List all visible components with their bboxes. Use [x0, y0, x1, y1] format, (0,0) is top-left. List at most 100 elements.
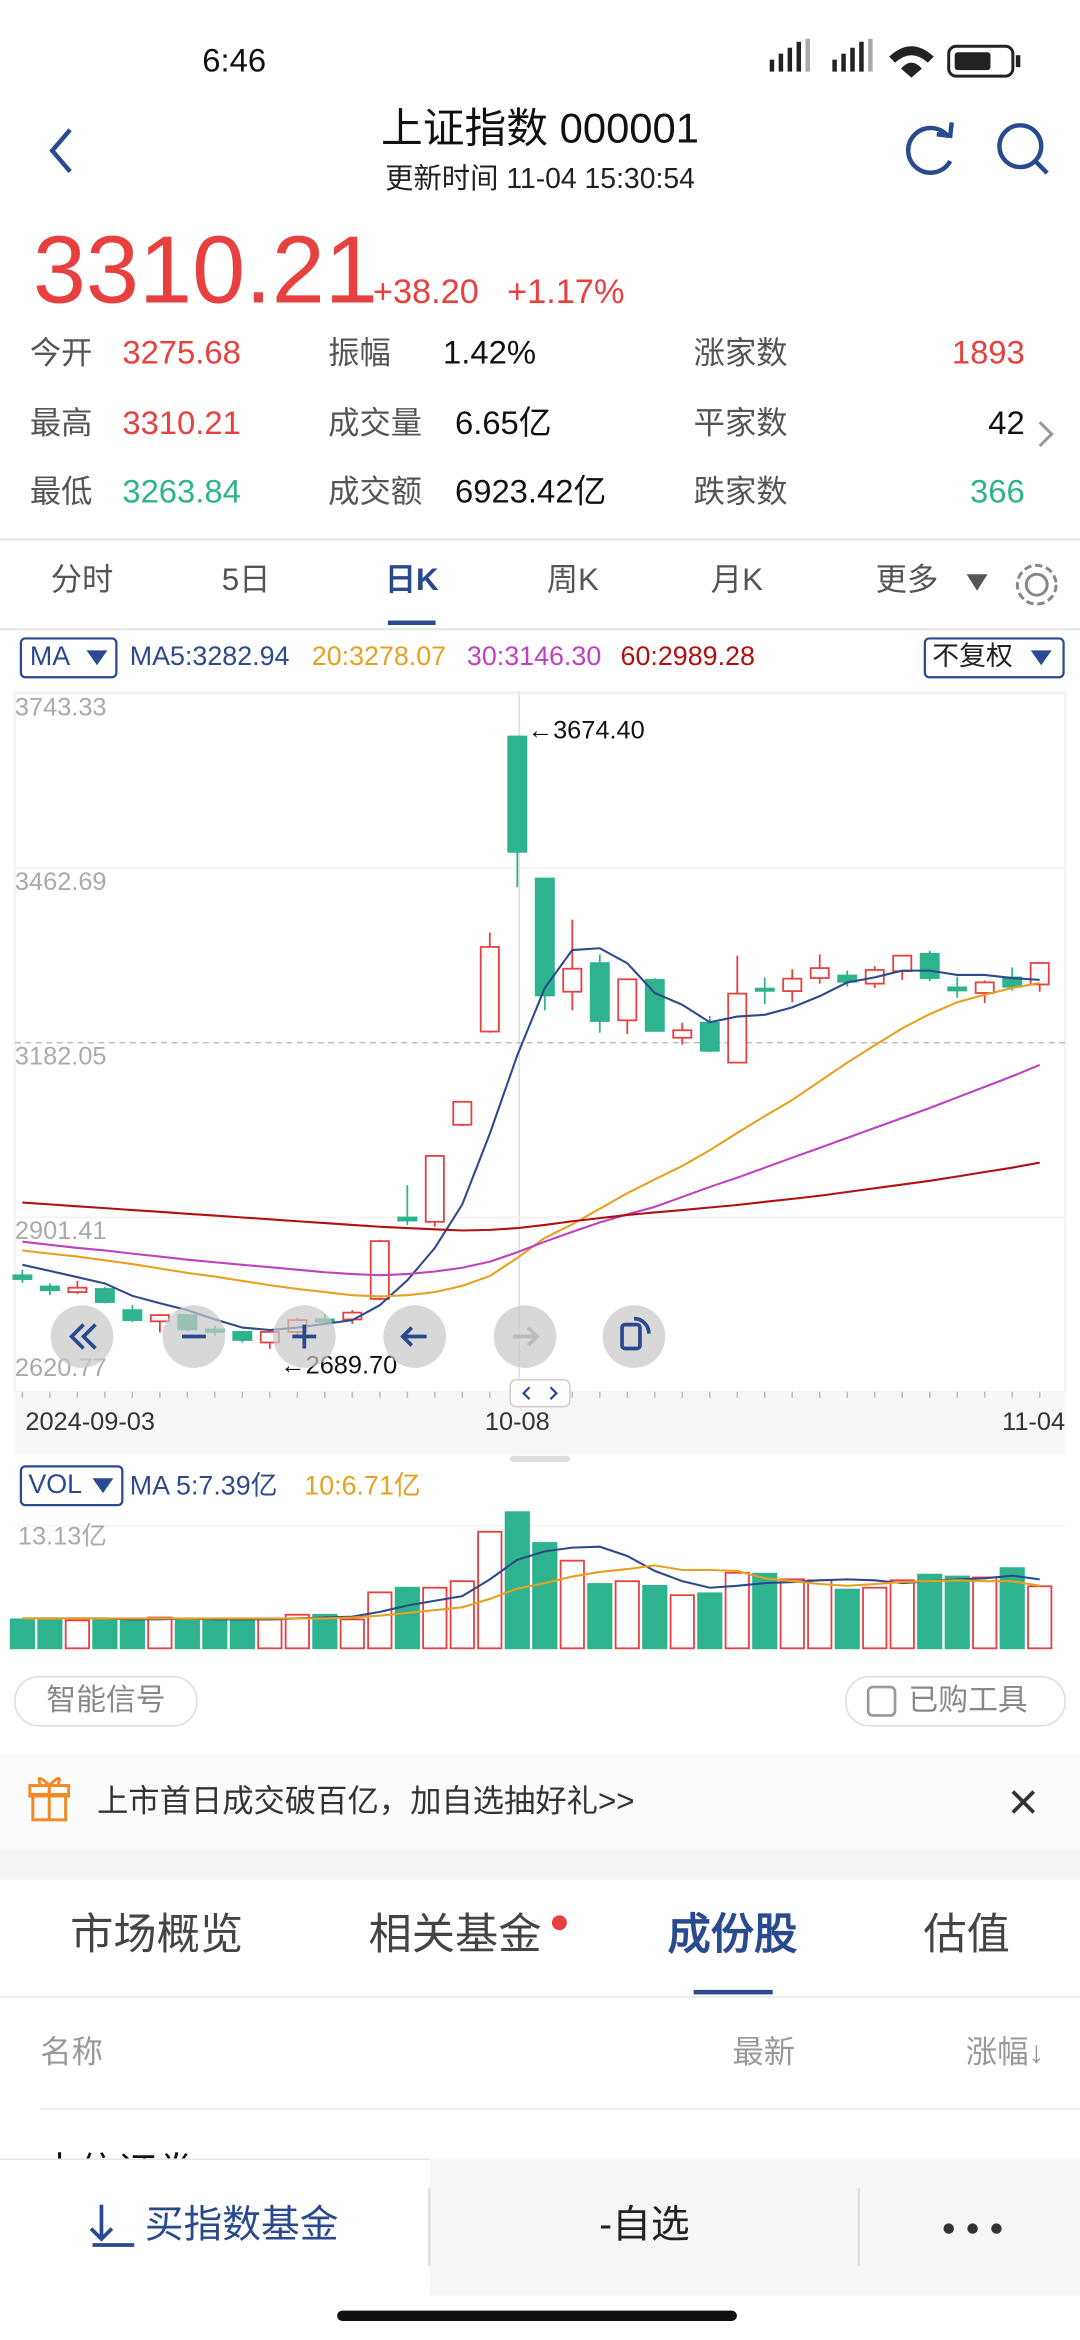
- badge-dot: [551, 1915, 567, 1931]
- volume-bar: [532, 1542, 558, 1650]
- volume-bar: [477, 1530, 503, 1650]
- buy-icon: [89, 2204, 135, 2247]
- refresh-button[interactable]: [906, 122, 954, 175]
- divider: [0, 627, 1080, 631]
- ma-line: [22, 1161, 1040, 1232]
- bottom-bar-right: [429, 2158, 1080, 2296]
- section-tab[interactable]: 估值: [923, 1911, 1010, 1959]
- stat-value: 3275.68: [122, 334, 241, 371]
- candle-body: [397, 1216, 418, 1222]
- section-underline: [693, 1989, 773, 1995]
- candle-body: [589, 962, 610, 1022]
- candle-body: [94, 1288, 115, 1303]
- section-tab[interactable]: 市场概览: [70, 1911, 243, 1959]
- signal-pill[interactable]: [14, 1675, 198, 1727]
- candle-body: [534, 877, 555, 997]
- candle-body: [149, 1314, 170, 1323]
- buy-button[interactable]: 买指数基金: [145, 2203, 339, 2246]
- volume-bar: [587, 1583, 613, 1650]
- vol-legend-item: MA 5:7.39亿: [130, 1470, 278, 1500]
- period-tab[interactable]: 更多: [876, 562, 939, 597]
- x-tick-label: 2024-09-03: [25, 1408, 155, 1436]
- home-indicator: [337, 2310, 737, 2322]
- volume-bar: [999, 1567, 1025, 1650]
- control-icons: [68, 1316, 651, 1351]
- header-subtitle: 更新时间 11-04 15:30:54: [385, 163, 695, 195]
- period-tab[interactable]: 分时: [51, 562, 114, 597]
- gap: [0, 1849, 1080, 1880]
- section-tab[interactable]: 相关基金: [368, 1911, 541, 1959]
- candle-body: [809, 967, 830, 979]
- volume-bar: [257, 1618, 283, 1650]
- x-tick-label: 11-04: [1002, 1408, 1065, 1436]
- volume-chart: 13.13亿: [9, 1511, 1066, 1650]
- y-tick-label: 3743.33: [15, 693, 107, 721]
- stats-more[interactable]: [1038, 421, 1054, 448]
- volume-bar: [752, 1572, 778, 1650]
- volume-bar: [862, 1586, 888, 1650]
- ma-selector[interactable]: [19, 637, 118, 679]
- section-tab[interactable]: 成份股: [668, 1911, 799, 1959]
- max-annotation: ←3674.40: [528, 717, 645, 745]
- ma-legend-item: 30:3146.30: [467, 641, 601, 671]
- settings-button[interactable]: [1015, 563, 1058, 606]
- tools-label: 已购工具: [908, 1684, 1027, 1717]
- volume-bar: [174, 1619, 200, 1650]
- volume-bar: [229, 1619, 255, 1650]
- stat-value: 6.65亿: [455, 404, 552, 441]
- volume-bar: [312, 1613, 338, 1650]
- volume-bar: [202, 1619, 228, 1650]
- col-latest: 最新: [732, 2034, 795, 2069]
- volume-bar: [614, 1580, 640, 1650]
- volume-bar: [119, 1618, 145, 1650]
- candle-body: [892, 954, 913, 973]
- divider: [0, 1995, 1080, 1999]
- period-tab[interactable]: 周K: [547, 562, 599, 597]
- adjust-selector[interactable]: [923, 637, 1065, 679]
- volume-bar: [834, 1588, 860, 1650]
- volume-bar: [504, 1511, 530, 1650]
- volume-bar: [284, 1613, 310, 1650]
- stat-label: 成交额: [328, 474, 422, 509]
- ma-legend: MA5:3282.94 20:3278.07 30:3146.30 60:2989.2…: [130, 641, 755, 671]
- period-tab[interactable]: 5日: [222, 562, 271, 597]
- signal-label: 智能信号: [46, 1684, 165, 1717]
- vol-selector[interactable]: [19, 1465, 124, 1507]
- slider-handle[interactable]: [509, 1379, 571, 1408]
- candle-body: [39, 1285, 60, 1292]
- col-change[interactable]: 涨幅↓: [966, 2034, 1044, 2069]
- ma-legend-item: 60:2989.28: [621, 641, 755, 671]
- banner-close[interactable]: [1011, 1790, 1036, 1814]
- candle-body: [122, 1309, 143, 1321]
- candle-body: [782, 977, 803, 992]
- volume-bar: [92, 1617, 118, 1650]
- more-button[interactable]: [943, 2223, 1002, 2234]
- volume-bar: [724, 1571, 750, 1650]
- candle-body: [67, 1286, 88, 1293]
- adjust-label: 不复权: [932, 641, 1013, 671]
- candle-body: [672, 1029, 693, 1039]
- watch-button[interactable]: -自选: [599, 2203, 689, 2246]
- period-tab[interactable]: 日K: [385, 562, 439, 597]
- stat-value: 1.42%: [443, 334, 536, 371]
- volume-bar: [9, 1618, 35, 1650]
- period-tab[interactable]: 月K: [711, 562, 763, 597]
- candle-body: [1029, 962, 1050, 986]
- ma-line: [22, 1063, 1041, 1277]
- tools-pill[interactable]: [845, 1675, 1066, 1727]
- divider: [857, 2188, 860, 2266]
- back-button[interactable]: [49, 128, 72, 173]
- control-rotate[interactable]: [602, 1305, 666, 1368]
- stats: 今开 3275.68 振幅 1.42% 涨家数 1893 最高 3310.21 成交量 6.65亿…: [30, 334, 1025, 510]
- stat-value: 42: [988, 404, 1024, 441]
- candle-body: [562, 967, 583, 993]
- stat-value: 366: [970, 472, 1025, 509]
- volume-bar: [917, 1573, 943, 1650]
- banner-text[interactable]: 上市首日成交破百亿，加自选抽好礼>>: [97, 1784, 635, 1819]
- search-button[interactable]: [997, 123, 1049, 175]
- volume-bar: [339, 1618, 365, 1650]
- volume-bar: [669, 1594, 695, 1650]
- candle-body: [12, 1274, 33, 1280]
- ma-selector-label: MA: [30, 641, 70, 671]
- change-pct: +1.17%: [507, 273, 624, 311]
